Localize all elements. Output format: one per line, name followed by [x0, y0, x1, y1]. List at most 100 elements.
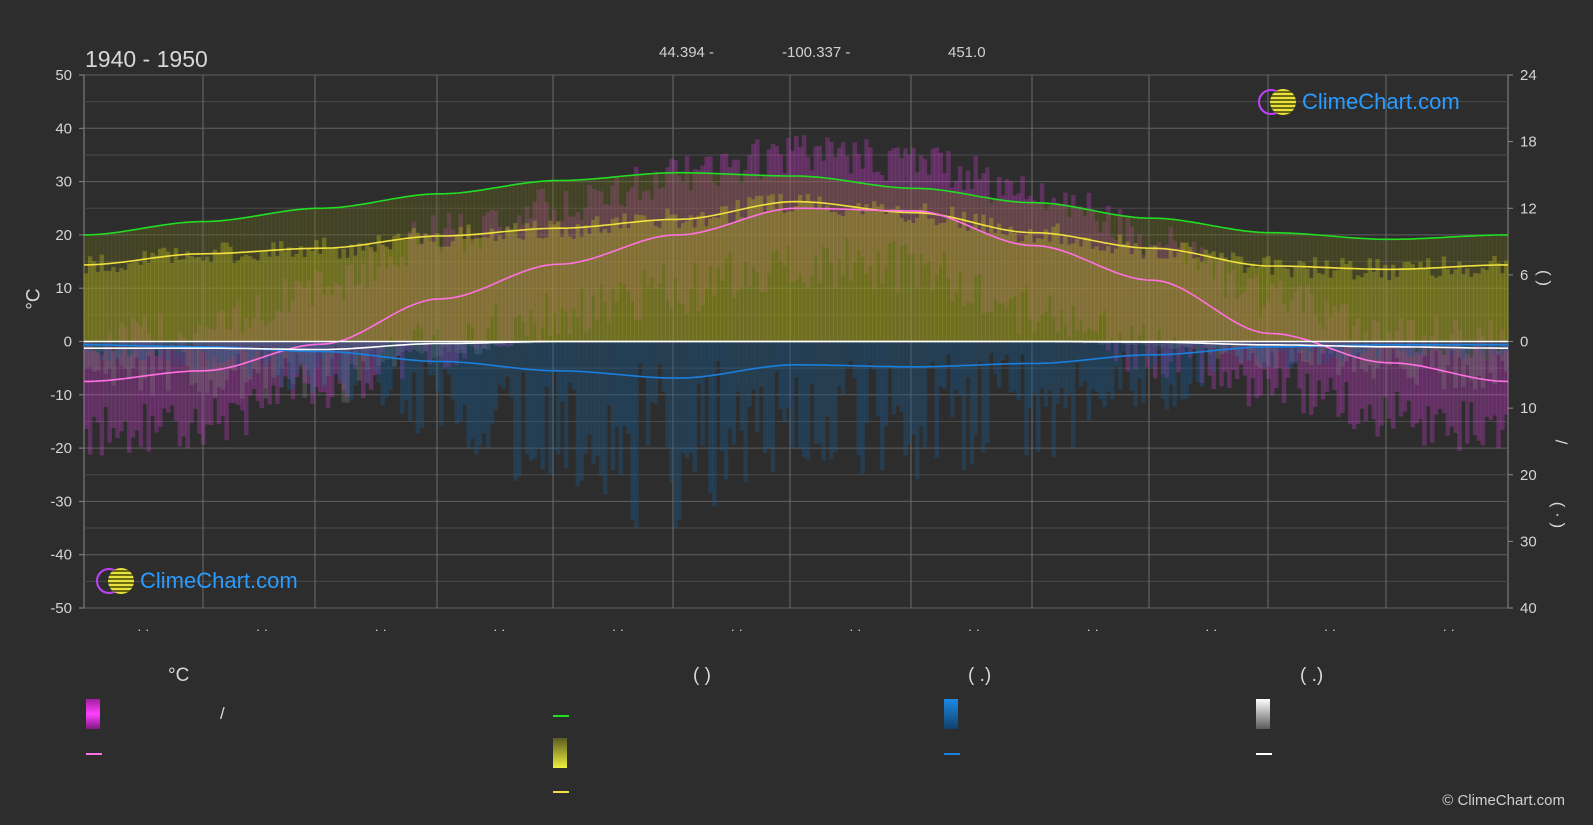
temp-range-bar — [126, 355, 132, 453]
sunshine-bar — [1476, 273, 1482, 342]
rain-bar — [899, 341, 904, 412]
rain-line — [84, 344, 1508, 379]
sunshine-bar — [474, 238, 479, 342]
legend-snow-line-swatch — [1256, 753, 1272, 755]
rain-bar — [567, 341, 573, 383]
sunshine-bar — [177, 259, 183, 342]
daylight-bar — [353, 205, 358, 342]
temp-range-bar — [1090, 209, 1096, 332]
temp-range-bar — [1422, 334, 1427, 446]
sunshine-bar — [415, 232, 421, 342]
sunshine-bar — [462, 239, 467, 342]
temp-range-bar — [1203, 263, 1209, 349]
temp-range-bar — [903, 148, 908, 245]
sunshine-bar — [1355, 275, 1361, 342]
rain-bar — [419, 341, 425, 429]
legend-snow-head: ( .) — [1300, 665, 1324, 686]
rain-bar — [1137, 341, 1142, 379]
daylight-bar — [411, 195, 417, 342]
snow-bar — [1441, 341, 1447, 390]
daylight-bar — [396, 197, 401, 342]
snow-bar — [1141, 341, 1146, 345]
daylight-bar — [392, 198, 397, 342]
temp-range-bar — [614, 177, 620, 302]
sunshine-bar — [708, 218, 713, 342]
snow-bar — [411, 341, 417, 350]
temp-range-bar — [1441, 354, 1447, 414]
temp-range-bar — [595, 190, 600, 321]
daylight-bar — [895, 187, 900, 342]
snow-bar — [177, 341, 183, 349]
sunshine-bar — [610, 219, 616, 342]
temp-range-bar — [1433, 315, 1439, 415]
daylight-bar — [598, 178, 604, 342]
snow-bar — [1316, 341, 1322, 365]
snow-bar — [134, 341, 140, 358]
latitude-label: 44.394 - — [659, 44, 715, 61]
daylight-bar — [786, 176, 791, 342]
sunshine-bar — [243, 254, 249, 342]
daylight-bar — [1262, 232, 1267, 342]
rain-bar — [513, 341, 518, 481]
rain-bar — [618, 341, 623, 476]
temp-range-bar — [150, 339, 155, 416]
snow-bar — [150, 341, 155, 396]
sunshine-bar — [961, 211, 967, 342]
temp-range-bar — [1426, 354, 1431, 407]
rain-bar — [1125, 341, 1131, 358]
temp-range-bar — [618, 204, 623, 283]
sunshine-bar — [1207, 253, 1213, 342]
daylight-bar — [1472, 235, 1478, 342]
daylight-bar — [1476, 235, 1482, 342]
temp-range-bar — [454, 233, 460, 366]
temp-range-bar — [1453, 319, 1458, 433]
sunshine-bar — [692, 227, 698, 342]
daylight-bar — [981, 197, 986, 342]
temp-range-bar — [790, 150, 795, 283]
daylight-bar — [1215, 226, 1220, 342]
rain-bar — [321, 341, 327, 388]
daylight-bar — [458, 192, 464, 342]
sunshine-bar — [466, 224, 471, 342]
rain-bar — [1484, 341, 1490, 344]
rain-bar — [1082, 341, 1088, 382]
sunshine-bar — [1363, 272, 1369, 342]
snow-bar — [216, 341, 222, 388]
rain-bar — [224, 341, 229, 361]
temp-range-bar — [786, 137, 791, 246]
sunshine-bar — [825, 205, 830, 342]
snow-bar — [341, 341, 346, 403]
daylight-bar — [1387, 239, 1392, 342]
temp-range-bar — [1067, 216, 1072, 337]
rain-bar — [657, 341, 663, 365]
rain-bar — [1351, 341, 1357, 359]
daylight-bar — [1328, 236, 1334, 342]
logo-top[interactable]: ClimeChart.com — [1258, 89, 1460, 115]
legend-temp-range-swatch — [86, 699, 100, 729]
daylight-bar — [185, 222, 190, 342]
daylight-bar — [587, 179, 592, 342]
rain-bar — [1004, 341, 1010, 355]
daylight-bar — [805, 176, 811, 342]
logo-bottom[interactable]: ClimeChart.com — [96, 568, 298, 594]
rain-bar — [641, 341, 647, 376]
temp-range-bar — [1394, 330, 1400, 392]
temp-range-bar — [1379, 341, 1384, 426]
rain-bar — [825, 341, 830, 417]
rain-bar — [985, 341, 990, 444]
daylight-bar — [657, 173, 663, 342]
snow-bar — [1348, 341, 1353, 357]
rain-bar — [918, 341, 924, 427]
sunshine-bar — [1426, 258, 1431, 342]
sunshine-bar — [115, 272, 120, 342]
rain-bar — [1433, 341, 1439, 344]
temp-range-bar — [965, 170, 971, 302]
rain-bar — [392, 341, 397, 367]
sunshine-bar — [1324, 260, 1330, 342]
rain-bar — [747, 341, 752, 407]
left-tick-label: -50 — [50, 600, 72, 617]
sunshine-bar — [1340, 258, 1345, 342]
temp-range-bar — [977, 179, 982, 275]
rain-bar — [271, 341, 276, 347]
rain-bar — [310, 341, 315, 393]
